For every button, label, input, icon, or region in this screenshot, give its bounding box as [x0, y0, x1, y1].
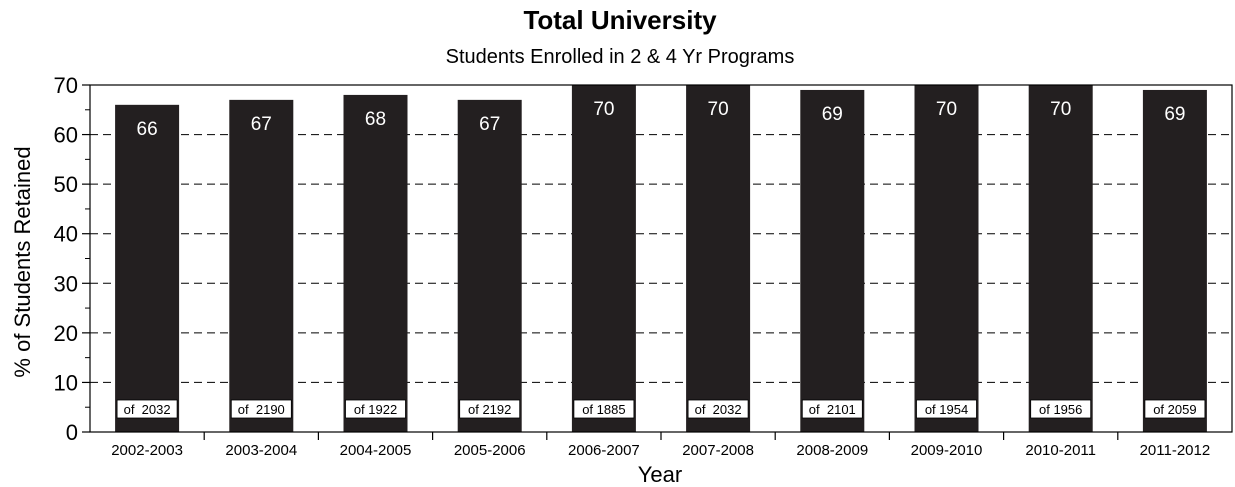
- bar-value-label: 69: [1164, 104, 1185, 125]
- cohort-size-label: of 2032: [695, 402, 742, 417]
- cohort-label-box: [116, 399, 178, 419]
- cohort-label-box: [345, 399, 406, 419]
- y-tick-label: 40: [54, 222, 78, 247]
- bar: [914, 85, 979, 432]
- bar-value-label: 70: [1050, 99, 1071, 120]
- y-axis-label: % of Students Retained: [10, 146, 35, 377]
- cohort-size-label: of 1954: [925, 402, 968, 417]
- bar-value-label: 67: [479, 114, 500, 135]
- x-tick-label: 2011-2012: [1140, 442, 1211, 459]
- cohort-size-label: of 2192: [468, 402, 511, 417]
- bar: [1028, 85, 1093, 432]
- x-tick-label: 2007-2008: [682, 442, 754, 459]
- x-tick-label: 2005-2006: [454, 442, 526, 459]
- y-tick-label: 50: [54, 172, 78, 197]
- y-tick-label: 30: [54, 271, 78, 296]
- bar: [686, 85, 751, 432]
- x-axis: 2002-2003 2003-2004 2004-2005 2005-2006 2006…: [111, 432, 1210, 459]
- cohort-size-label: of 2190: [238, 402, 285, 417]
- bar-value-label: 67: [251, 114, 272, 135]
- x-axis-label: Year: [638, 462, 682, 487]
- cohort-size-label: of 2059: [1153, 402, 1196, 417]
- cohort-size-label: of 1885: [582, 402, 625, 417]
- y-tick-label: 0: [66, 420, 78, 445]
- x-tick-label: 2010-2011: [1025, 442, 1096, 459]
- x-tick-label: 2002-2003: [111, 442, 183, 459]
- bar: [457, 99, 522, 432]
- y-tick-label: 60: [54, 123, 78, 148]
- x-tick-label: 2004-2005: [340, 442, 412, 459]
- bar: [229, 99, 294, 432]
- chart-title: Total University: [523, 5, 717, 35]
- y-tick-label: 70: [54, 73, 78, 98]
- cohort-label-box: [230, 399, 292, 419]
- bar-value-label: 68: [365, 109, 386, 130]
- bar-value-label: 70: [936, 99, 957, 120]
- chart-subtitle: Students Enrolled in 2 & 4 Yr Programs: [446, 46, 795, 68]
- bar: [115, 104, 180, 432]
- x-tick-label: 2006-2007: [568, 442, 640, 459]
- x-tick-label: 2009-2010: [911, 442, 983, 459]
- cohort-label-box: [1144, 399, 1206, 419]
- bar-value-label: 66: [137, 119, 158, 140]
- cohort-label-box: [916, 399, 977, 419]
- y-axis: 0 10 20 30 40 50 60 70: [54, 73, 90, 445]
- cohort-size-label: of 1922: [354, 402, 397, 417]
- cohort-label-box: [687, 399, 749, 419]
- cohort-label-box: [1030, 399, 1092, 419]
- bar: [1142, 89, 1207, 432]
- cohort-size-label: of 2101: [809, 402, 856, 417]
- cohort-size-label: of 2032: [124, 402, 171, 417]
- bar-value-label: 69: [822, 104, 843, 125]
- x-tick-label: 2003-2004: [225, 442, 297, 459]
- y-tick-label: 10: [54, 370, 78, 395]
- bar-value-label: 70: [708, 99, 729, 120]
- cohort-label-box: [459, 399, 521, 419]
- bar: [571, 85, 636, 432]
- cohort-label-box: [573, 399, 635, 419]
- x-tick-label: 2008-2009: [796, 442, 868, 459]
- cohort-label-box: [801, 399, 863, 419]
- bar: [800, 89, 865, 432]
- bars: 66 of 2032 67 of 2190 68 of 1922 67 of 2192 70 of…: [115, 85, 1207, 433]
- cohort-size-label: of 1956: [1039, 402, 1082, 417]
- bar-value-label: 70: [593, 99, 614, 120]
- bar: [343, 94, 408, 433]
- y-tick-label: 20: [54, 321, 78, 346]
